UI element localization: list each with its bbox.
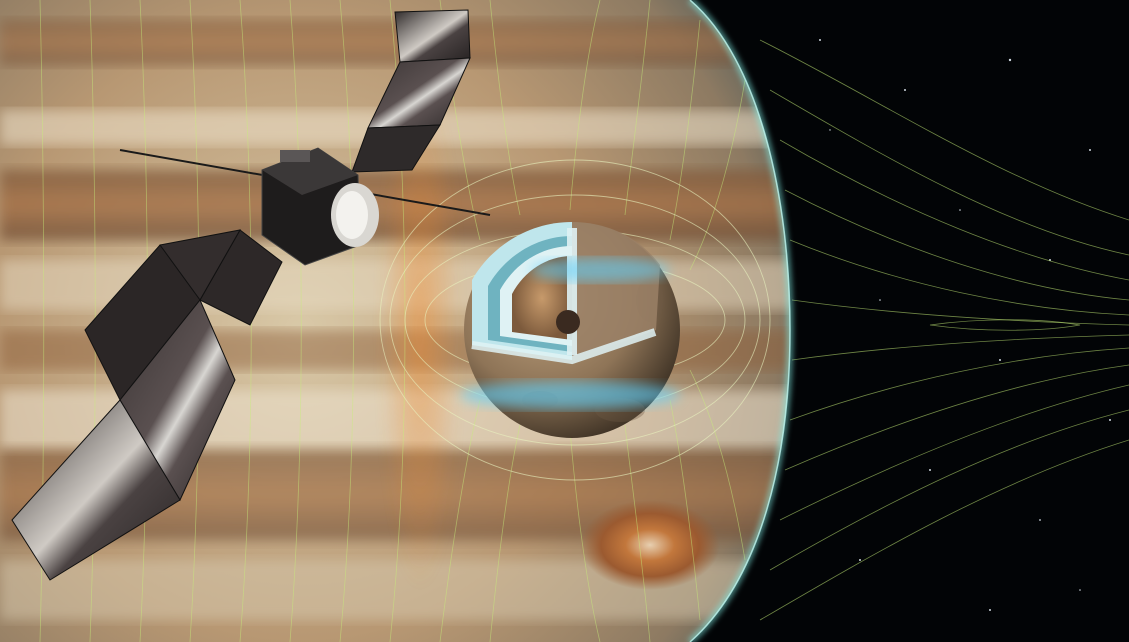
aurora-band-south — [460, 381, 680, 409]
spacecraft — [11, 9, 491, 581]
moon-core — [556, 310, 580, 334]
aurora-band-north — [530, 258, 670, 282]
solar-array-lower — [11, 229, 283, 581]
spacecraft-bus — [261, 147, 379, 266]
magnetic-field-lines-outer — [759, 39, 1129, 621]
icy-moon-cutaway — [460, 222, 680, 438]
great-red-spot — [580, 500, 720, 590]
solar-array-upper — [351, 9, 471, 173]
